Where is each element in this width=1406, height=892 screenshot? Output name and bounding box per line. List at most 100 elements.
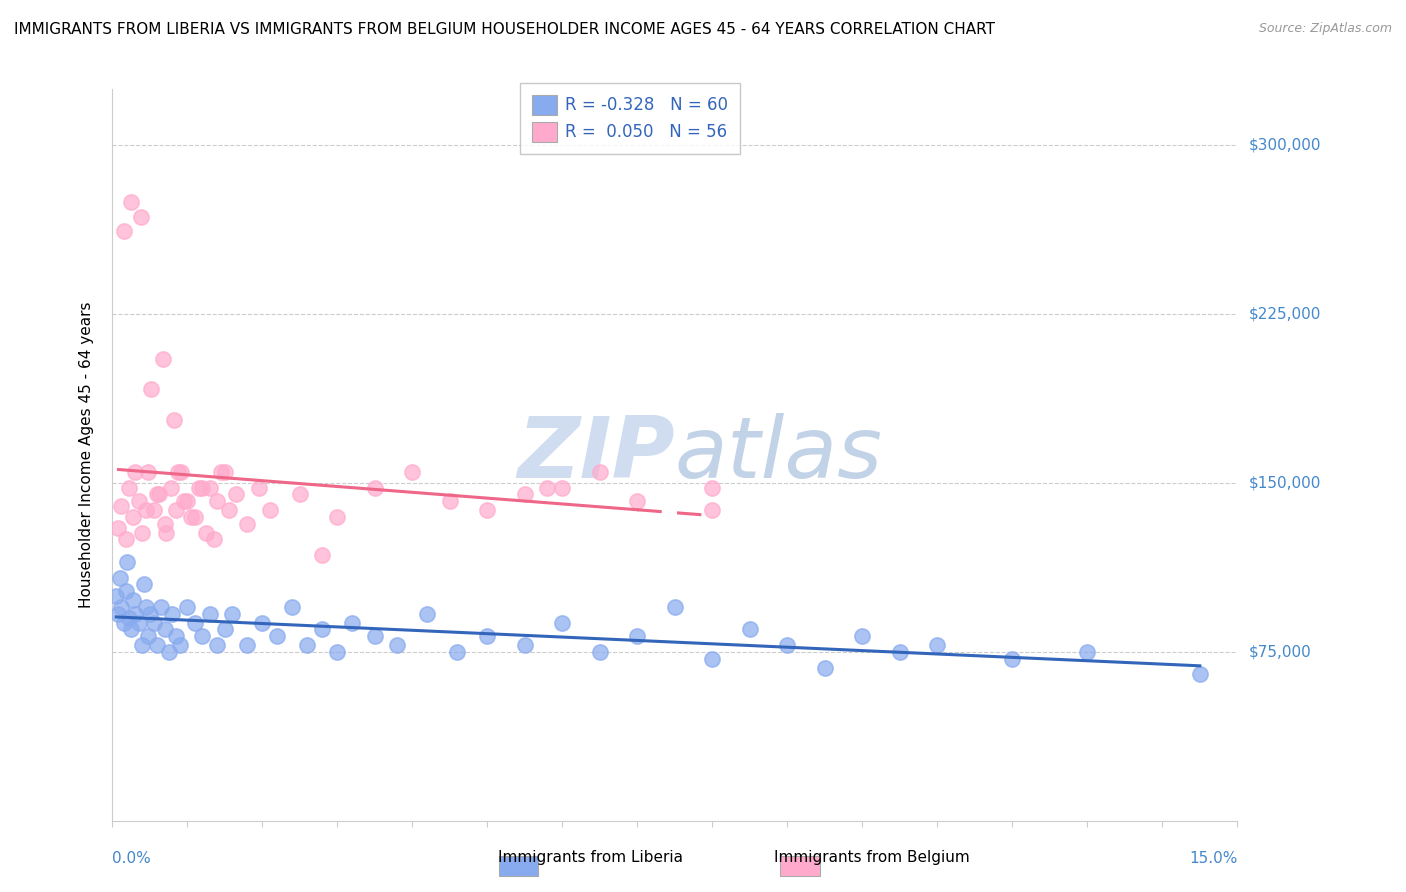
Point (814, 660, 837, 674)
Point (236, 638, 259, 652)
Point (477, 629, 499, 643)
Point (129, 211, 152, 225)
Point (142, 503, 165, 517)
Point (927, 638, 949, 652)
Point (110, 599, 132, 614)
Point (184, 615, 207, 630)
Point (221, 607, 243, 621)
Point (135, 599, 157, 614)
Point (105, 589, 128, 603)
Point (513, 638, 536, 652)
Point (120, 623, 142, 637)
Point (259, 503, 281, 517)
Point (202, 533, 225, 547)
Point (138, 629, 160, 643)
Text: $150,000: $150,000 (1249, 475, 1320, 491)
Point (138, 465, 160, 479)
Point (702, 481, 724, 495)
Point (214, 465, 236, 479)
Point (551, 615, 574, 630)
Point (364, 481, 387, 495)
Text: atlas: atlas (675, 413, 883, 497)
Point (184, 509, 207, 524)
Point (163, 413, 186, 427)
Point (225, 487, 247, 501)
Point (626, 629, 648, 643)
Point (209, 465, 232, 479)
Point (1001, 651, 1024, 665)
Y-axis label: Householder Income Ages 45 - 64 years: Householder Income Ages 45 - 64 years (79, 301, 94, 608)
Text: 0.0%: 0.0% (112, 851, 152, 866)
Point (155, 525, 177, 540)
Text: IMMIGRANTS FROM LIBERIA VS IMMIGRANTS FROM BELGIUM HOUSEHOLDER INCOME AGES 45 - : IMMIGRANTS FROM LIBERIA VS IMMIGRANTS FR… (14, 22, 995, 37)
Point (148, 487, 170, 501)
Point (128, 615, 150, 630)
Point (198, 481, 221, 495)
Point (170, 465, 193, 479)
Point (281, 599, 304, 614)
Point (135, 503, 157, 517)
Point (152, 352, 174, 367)
Point (115, 533, 138, 547)
Point (165, 629, 187, 643)
Point (626, 494, 648, 508)
Point (195, 525, 218, 540)
Point (236, 516, 259, 531)
Point (207, 638, 229, 652)
Point (326, 509, 349, 524)
Point (139, 607, 162, 621)
Point (162, 607, 184, 621)
Point (191, 629, 214, 643)
Point (326, 645, 349, 659)
Point (107, 521, 129, 535)
Point (536, 481, 558, 495)
Text: $225,000: $225,000 (1249, 307, 1320, 322)
Text: Source: ZipAtlas.com: Source: ZipAtlas.com (1258, 22, 1392, 36)
Point (776, 638, 799, 652)
Point (664, 599, 686, 614)
Point (173, 494, 195, 508)
Point (266, 629, 288, 643)
Point (131, 638, 153, 652)
Point (207, 494, 229, 508)
Point (477, 503, 499, 517)
Point (191, 481, 214, 495)
Point (176, 599, 198, 614)
Point (118, 611, 141, 625)
Point (115, 584, 138, 599)
Point (1188, 667, 1211, 681)
Point (120, 194, 142, 209)
Point (122, 509, 145, 524)
Point (153, 516, 176, 531)
Point (218, 503, 240, 517)
Point (513, 487, 536, 501)
Point (110, 499, 132, 513)
Point (117, 555, 139, 569)
Text: $75,000: $75,000 (1249, 644, 1312, 659)
Point (439, 494, 461, 508)
Point (1076, 645, 1098, 659)
Point (311, 548, 333, 562)
Text: Immigrants from Belgium: Immigrants from Belgium (773, 850, 970, 865)
Point (167, 465, 190, 479)
Point (288, 487, 311, 501)
Point (589, 645, 612, 659)
Point (446, 645, 468, 659)
Point (108, 571, 131, 585)
Point (247, 481, 270, 495)
Point (107, 607, 129, 621)
Point (153, 623, 176, 637)
Point (702, 503, 724, 517)
Point (146, 487, 169, 501)
Point (157, 645, 180, 659)
Point (128, 494, 150, 508)
Point (401, 465, 423, 479)
Point (122, 593, 145, 607)
Point (297, 638, 319, 652)
Point (342, 615, 364, 630)
Point (252, 615, 274, 630)
Point (124, 607, 146, 621)
Point (589, 465, 612, 479)
Legend: R = -0.328   N = 60, R =  0.050   N = 56: R = -0.328 N = 60, R = 0.050 N = 56 (520, 83, 740, 153)
Point (311, 623, 333, 637)
